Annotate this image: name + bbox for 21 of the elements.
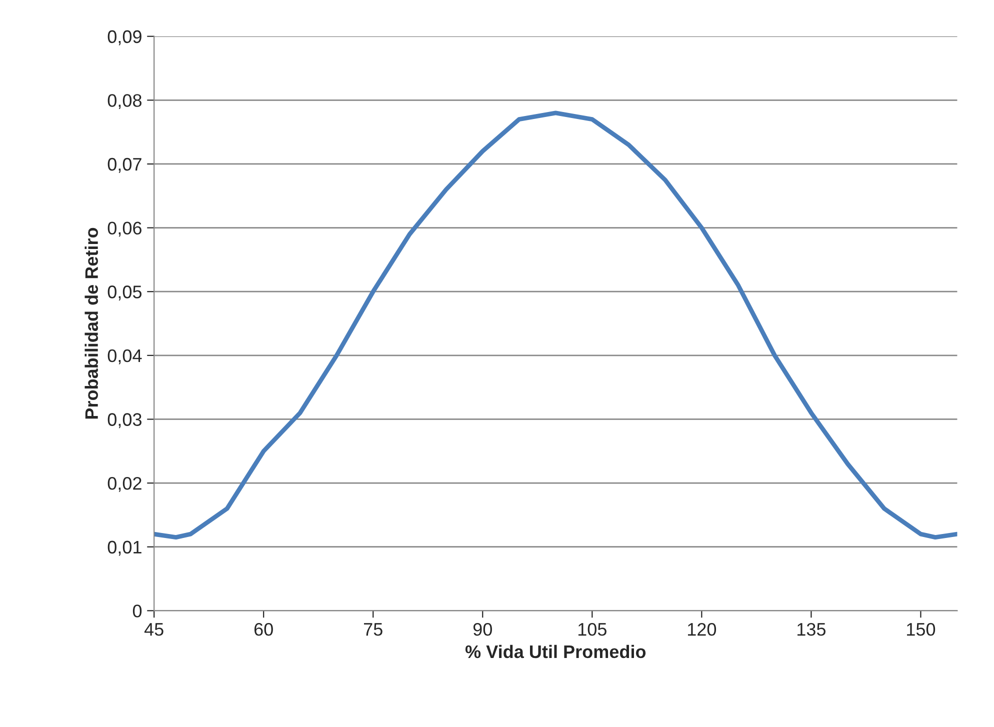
y-tick-label: 0,02: [108, 476, 142, 492]
y-tick-label: 0,05: [108, 286, 142, 300]
y-tick-label: 0,08: [108, 94, 142, 110]
x-tick-label: 60: [254, 622, 273, 636]
x-tick-label: 105: [578, 622, 606, 636]
y-tick-label: 0,04: [108, 349, 142, 364]
x-tick-label: 150: [907, 622, 936, 636]
x-tick-label: 45: [144, 623, 164, 636]
line-series: [154, 110, 958, 540]
y-tick-label: 0: [132, 604, 142, 618]
x-tick-label: 120: [688, 622, 716, 636]
y-tick-label: 0,01: [108, 540, 142, 556]
x-axis-title: % Vida Util Promedio: [465, 644, 646, 658]
x-tick-label: 135: [798, 622, 826, 636]
y-axis-title: Probabilidad de Retiro: [84, 228, 98, 419]
y-tick-label: 0,03: [108, 413, 142, 428]
x-tick-label: 75: [364, 623, 382, 636]
x-tick-label: 90: [473, 622, 492, 636]
y-tick-label: 0,07: [108, 158, 142, 173]
y-tick-label: 0,06: [108, 222, 142, 237]
y-tick-label: 0,09: [108, 30, 142, 46]
